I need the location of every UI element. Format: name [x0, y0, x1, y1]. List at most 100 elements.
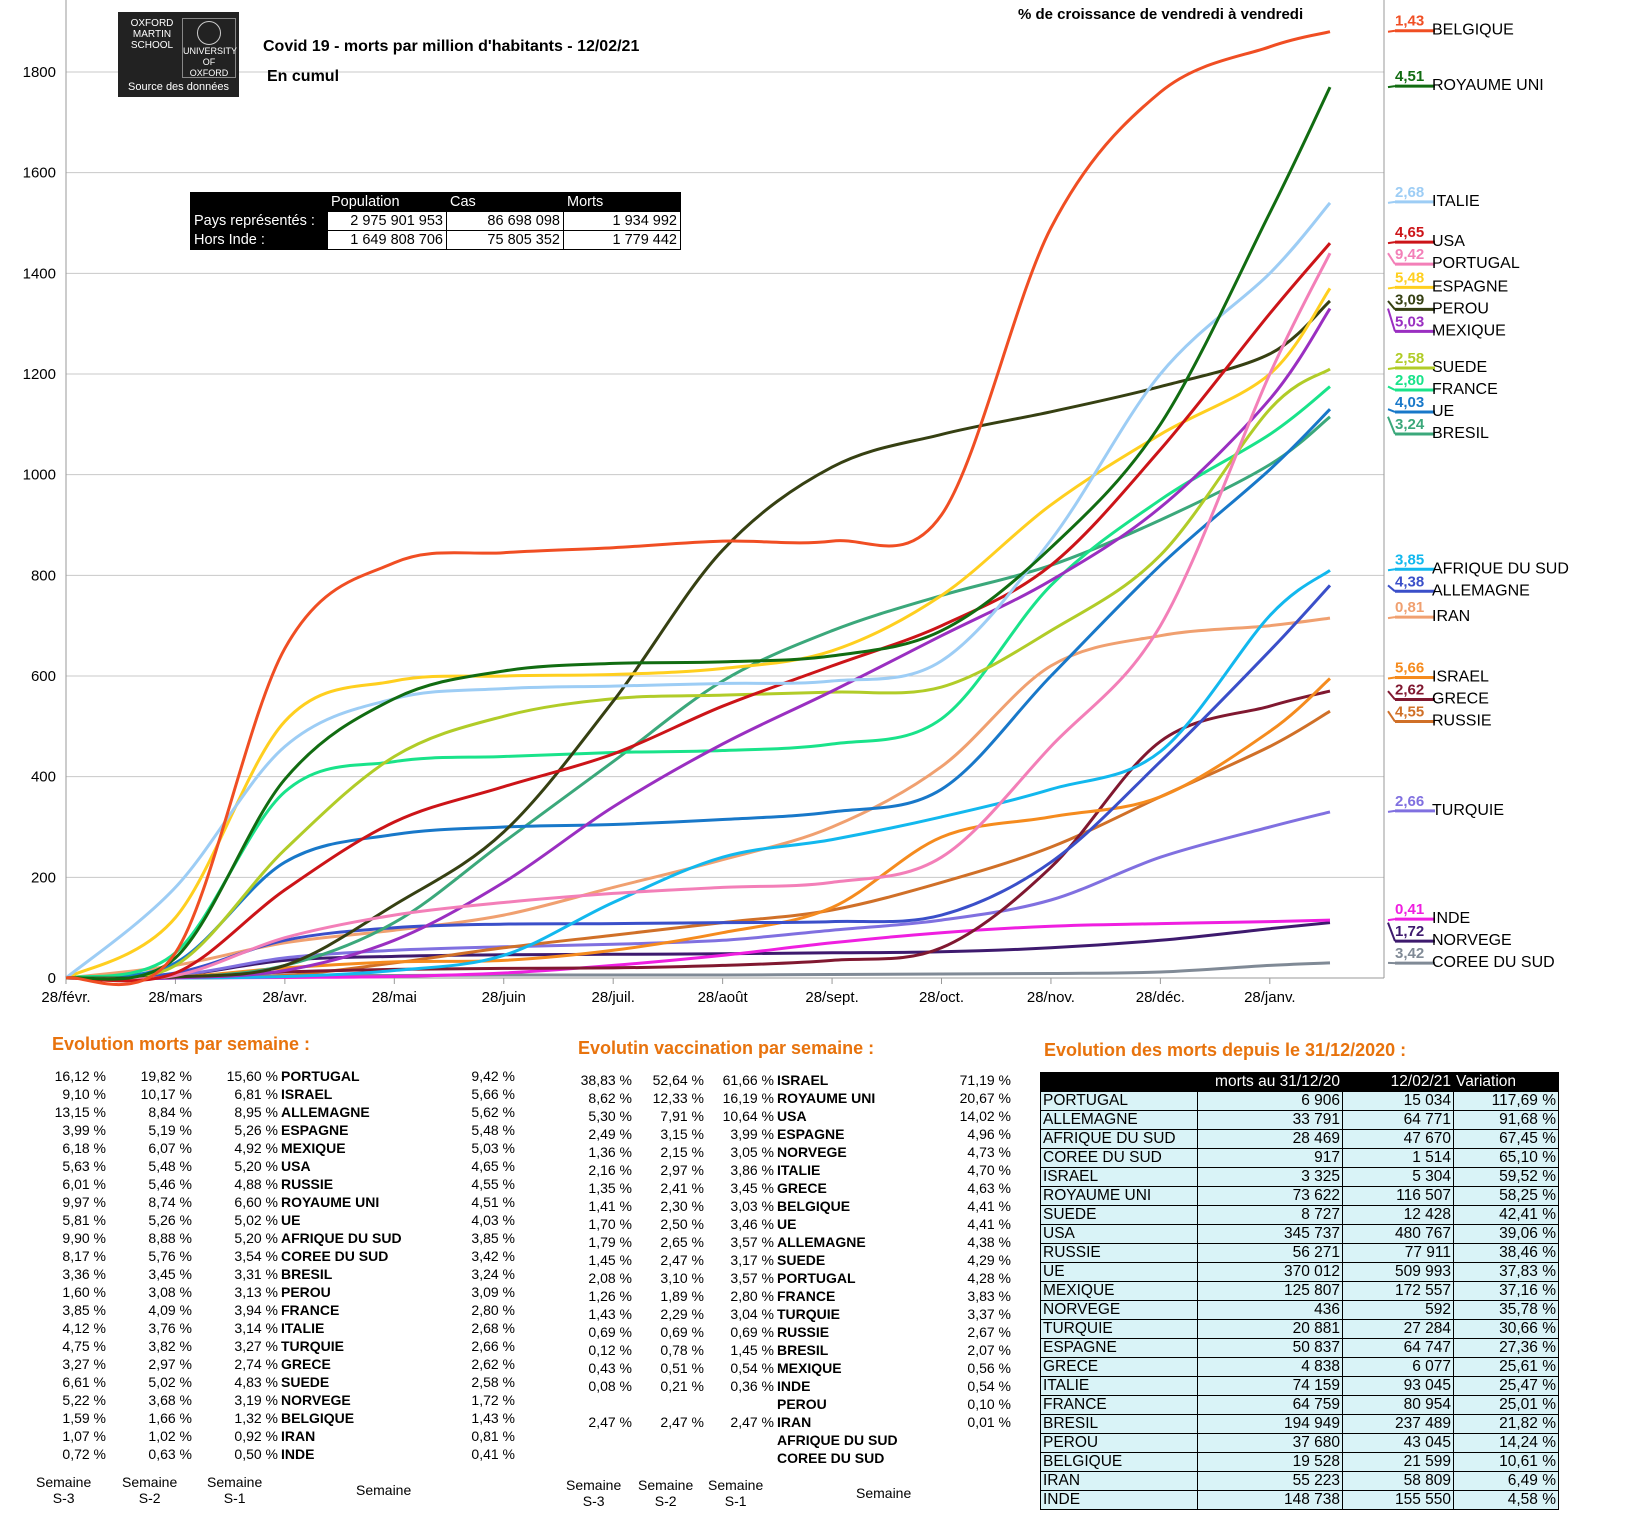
series-name-label: SUEDE	[1432, 359, 1487, 376]
series-connector	[1387, 676, 1396, 680]
series-growth-label: 4,03	[1395, 394, 1424, 411]
table-row: 3,99 % 5,19 % 5,26 % ESPAGNE 5,48 %	[62, 1122, 515, 1138]
series-line	[65, 569, 1331, 980]
series-growth-label: 5,66	[1395, 660, 1424, 677]
series-line	[65, 415, 1331, 981]
table-row: ESPAGNE 50 837 64 747 27,36 %	[1040, 1338, 1559, 1358]
x-tick-label: 28/nov.	[1027, 989, 1075, 1006]
table-row: BRESIL 194 949 237 489 21,82 %	[1040, 1414, 1559, 1434]
table-row: NORVEGE 436 592 35,78 %	[1040, 1300, 1559, 1320]
series-connector	[1387, 690, 1396, 701]
series-name-label: TURQUIE	[1432, 802, 1504, 819]
table-row: 9,97 % 8,74 % 6,60 % ROYAUME UNI 4,51 %	[62, 1194, 515, 1210]
x-tick-label: 28/janv.	[1244, 989, 1295, 1006]
series-line	[65, 86, 1332, 981]
series-name-label: ROYAUME UNI	[1432, 77, 1544, 94]
series-connector	[1387, 918, 1396, 922]
table-row: 6,18 % 6,07 % 4,92 % MEXIQUE 5,03 %	[62, 1140, 515, 1156]
series-line	[65, 367, 1331, 981]
series-line	[65, 616, 1331, 980]
series-connector	[1387, 308, 1396, 332]
table-row: 0,43 % 0,51 % 0,54 % MEXIQUE 0,56 %	[588, 1360, 1011, 1376]
series-connector	[1387, 616, 1396, 620]
series-connector	[1387, 408, 1396, 413]
x-tick-label: 28/oct.	[919, 989, 964, 1006]
table-row: 5,30 % 7,91 % 10,64 % USA 14,02 %	[588, 1108, 1011, 1124]
source-caption: Source des données	[128, 81, 229, 93]
table-row: 2,16 % 2,97 % 3,86 % ITALIE 4,70 %	[588, 1162, 1011, 1178]
series-line	[65, 252, 1332, 981]
y-tick-label: 600	[31, 668, 56, 685]
series-growth-label: 5,48	[1395, 269, 1424, 286]
series-line	[65, 677, 1331, 980]
summary-table: Population Cas Morts Pays représentés : …	[190, 192, 681, 250]
weekly-title: Evolution morts par semaine :	[52, 1034, 311, 1054]
table-row: 1,60 % 3,08 % 3,13 % PEROU 3,09 %	[62, 1284, 515, 1300]
series-line	[65, 810, 1331, 980]
series-growth-label: 3,85	[1395, 551, 1424, 568]
table-row: PORTUGAL 6 906 15 034 117,69 %	[1040, 1091, 1559, 1111]
series-connector	[1387, 809, 1396, 813]
series-connector	[1387, 286, 1396, 290]
series-line	[65, 408, 1332, 980]
vaccination-title: Evolutin vaccination par semaine :	[578, 1038, 875, 1058]
series-growth-label: 2,68	[1395, 184, 1424, 201]
x-tick-label: 28/déc.	[1136, 989, 1185, 1006]
table-row: SUEDE 8 727 12 428 42,41 %	[1040, 1205, 1559, 1225]
vacc-footer-current: Semaine	[856, 1485, 912, 1501]
series-growth-label: 0,81	[1395, 599, 1424, 616]
series-connector	[1387, 252, 1396, 265]
series-name-label: ESPAGNE	[1432, 278, 1508, 295]
y-tick-label: 0	[48, 970, 56, 987]
table-row: 16,12 % 19,82 % 15,60 % PORTUGAL 9,42 %	[54, 1068, 515, 1084]
y-tick-label: 1400	[23, 265, 56, 282]
table-row: MEXIQUE 125 807 172 557 37,16 %	[1040, 1281, 1559, 1301]
series-growth-label: 3,42	[1395, 945, 1424, 962]
table-row: 5,22 % 3,68 % 3,19 % NORVEGE 1,72 %	[62, 1392, 515, 1408]
series-connector	[1387, 200, 1396, 204]
series-growth-label: 3,24	[1395, 416, 1425, 433]
series-name-label: MEXIQUE	[1432, 322, 1506, 339]
table-row: 1,45 % 2,47 % 3,17 % SUEDE 4,29 %	[588, 1252, 1011, 1268]
table-row: PEROU 0,10 %	[777, 1396, 1011, 1412]
series-connector	[1387, 85, 1396, 89]
series-growth-label: 9,42	[1395, 246, 1424, 263]
table-row: 4,75 % 3,82 % 3,27 % TURQUIE 2,66 %	[62, 1338, 515, 1354]
chart-title: Covid 19 - morts par million d'habitants…	[263, 38, 640, 55]
table-row: 4,12 % 3,76 % 3,14 % ITALIE 2,68 %	[62, 1320, 515, 1336]
series-connector	[1387, 241, 1396, 245]
since-title: Evolution des morts depuis le 31/12/2020…	[1044, 1040, 1407, 1060]
series-name-label: FRANCE	[1432, 381, 1498, 398]
series-name-label: BELGIQUE	[1432, 22, 1514, 39]
summary-row: Pays représentés : 2 975 901 953 86 698 …	[190, 211, 681, 231]
line-chart: 0 200 400 600 800 1000 1200 1400 1600 1800 28/févr…	[23, 0, 1569, 1006]
x-tick-label: 28/févr.	[41, 989, 90, 1006]
weekly-table: 16,12 % 19,82 % 15,60 % PORTUGAL 9,42 % 9,10 …	[40, 1067, 515, 1463]
series-growth-label: 1,72	[1395, 923, 1424, 940]
series-name-label: USA	[1432, 233, 1465, 250]
table-row: 13,15 % 8,84 % 8,95 % ALLEMAGNE 5,62 %	[54, 1104, 515, 1120]
series-connector	[1387, 416, 1396, 435]
series-line	[65, 30, 1331, 987]
table-row: 1,59 % 1,66 % 1,32 % BELGIQUE 1,43 %	[62, 1410, 515, 1426]
table-row: 1,79 % 2,65 % 3,57 % ALLEMAGNE 4,38 %	[588, 1234, 1011, 1250]
series-growth-label: 5,03	[1395, 313, 1424, 330]
series-growth-label: 2,80	[1395, 372, 1424, 389]
table-row: IRAN 55 223 58 809 6,49 %	[1040, 1471, 1559, 1491]
table-row: 1,35 % 2,41 % 3,45 % GRECE 4,63 %	[588, 1180, 1011, 1196]
vaccination-table: 38,83 % 52,64 % 61,66 % ISRAEL 71,19 % 8,62 %…	[566, 1071, 1011, 1467]
since-table: morts au 31/12/20 12/02/21 Variation POR…	[1040, 1072, 1559, 1510]
series-growth-label: 3,09	[1395, 291, 1424, 308]
chart-subtitle: En cumul	[267, 68, 340, 85]
table-row: 6,61 % 5,02 % 4,83 % SUEDE 2,58 %	[62, 1374, 515, 1390]
table-row: 1,43 % 2,29 % 3,04 % TURQUIE 3,37 %	[588, 1306, 1011, 1322]
table-row: AFRIQUE DU SUD	[777, 1432, 898, 1448]
table-row: 0,08 % 0,21 % 0,36 % INDE 0,54 %	[588, 1378, 1011, 1394]
table-row: ROYAUME UNI 73 622 116 507 58,25 %	[1040, 1186, 1559, 1206]
series-name-label: ALLEMAGNE	[1432, 582, 1530, 599]
series-name-label: UE	[1432, 403, 1454, 420]
series-name-label: ITALIE	[1432, 193, 1480, 210]
table-row: 1,70 % 2,50 % 3,46 % UE 4,41 %	[588, 1216, 1011, 1232]
summary-row: Hors Inde : 1 649 808 706 75 805 352 1 7…	[190, 230, 681, 250]
y-tick-label: 1200	[23, 366, 56, 383]
